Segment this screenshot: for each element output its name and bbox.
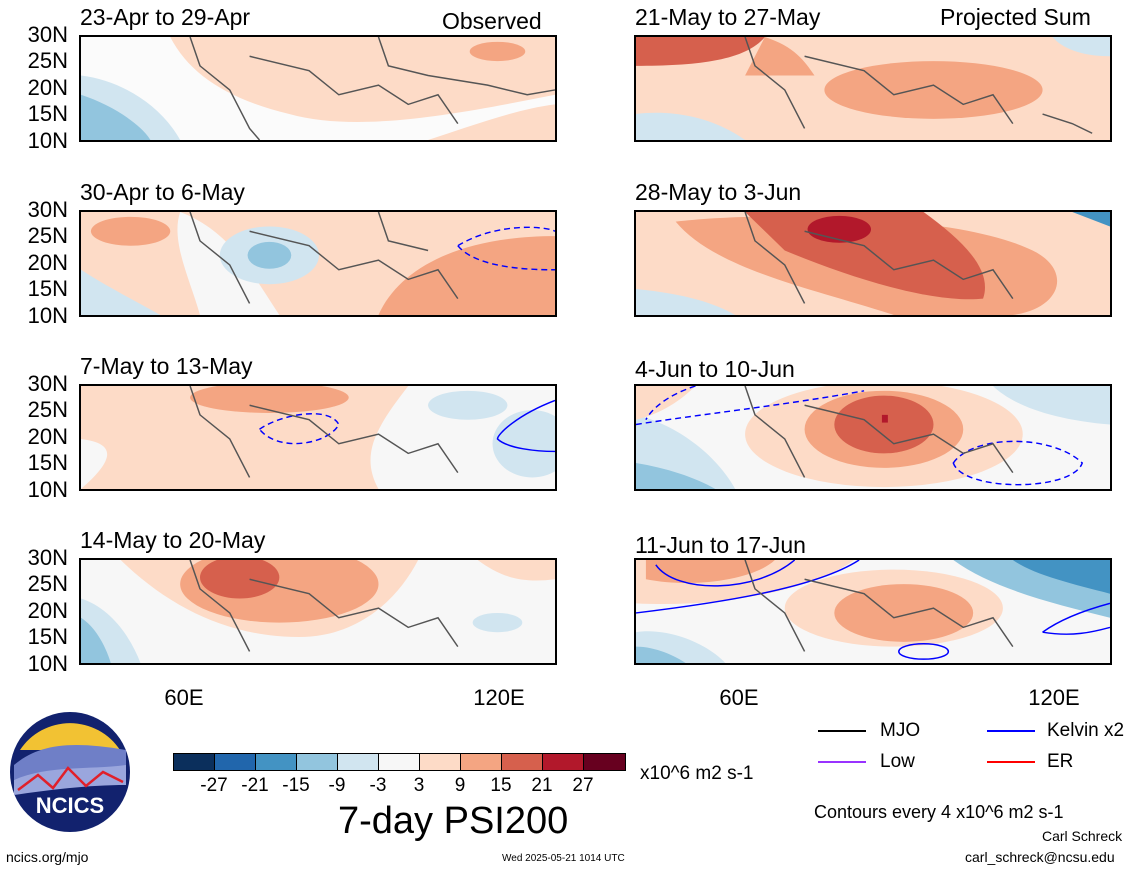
projected-sum-label: Projected Sum (940, 4, 1091, 30)
lat-label: 30N (27, 22, 68, 47)
legend-line-low (818, 761, 866, 763)
lat-label: 10N (27, 477, 68, 502)
lat-label: 10N (27, 303, 68, 328)
colorbar-tick-label: -21 (241, 775, 269, 796)
lat-label: 25N (27, 571, 68, 596)
lat-label: 15N (27, 450, 68, 475)
lat-label: 30N (27, 197, 68, 222)
colorbar-tick-label: -9 (328, 775, 346, 796)
footer-email[interactable]: carl_schreck@ncsu.edu (965, 849, 1115, 865)
lat-label: 25N (27, 48, 68, 73)
lat-label: 10N (27, 128, 68, 153)
colorbar-swatch (255, 753, 297, 771)
legend-line-er (987, 761, 1035, 763)
colorbar-tick-label: -27 (200, 775, 228, 796)
colorbar-swatch (337, 753, 379, 771)
footer-url[interactable]: ncics.org/mjo (6, 849, 89, 865)
lat-label: 20N (27, 598, 68, 623)
legend-label: ER (1047, 751, 1074, 772)
ncics-logo: NCICS (8, 710, 132, 834)
lon-label: 60E (164, 685, 204, 710)
colorbar-tick-label: 27 (572, 775, 594, 796)
lat-label: 15N (27, 101, 68, 126)
colorbar-swatch (214, 753, 256, 771)
map-panel-proj1 (634, 35, 1112, 142)
colorbar-swatch (542, 753, 584, 771)
map-panel-obs2 (79, 210, 557, 317)
panel-title: 28-May to 3-Jun (635, 179, 802, 205)
colorbar-tick-label: -15 (282, 775, 310, 796)
colorbar-tick-label: 21 (531, 775, 553, 796)
legend-line-mjo (818, 730, 866, 732)
lat-label: 15N (27, 624, 68, 649)
map-panel-obs3 (79, 384, 557, 491)
panel-title: 7-May to 13-May (80, 353, 253, 379)
colorbar-swatch (173, 753, 215, 771)
map-panel-proj3 (634, 384, 1112, 491)
lat-label: 30N (27, 371, 68, 396)
panel-title: 11-Jun to 17-Jun (635, 532, 806, 558)
lat-label: 25N (27, 397, 68, 422)
panel-title: 4-Jun to 10-Jun (635, 356, 795, 382)
lat-label: 30N (27, 545, 68, 570)
contour-note: Contours every 4 x10^6 m2 s-1 (814, 802, 1064, 822)
lat-label: 20N (27, 75, 68, 100)
colorbar-swatch (501, 753, 543, 771)
legend-label: Low (880, 751, 915, 772)
colorbar-swatch (296, 753, 338, 771)
colorbar-tick-label: 15 (490, 775, 512, 796)
panel-title: 21-May to 27-May (635, 4, 821, 30)
colorbar-units: x10^6 m2 s-1 (640, 763, 754, 784)
map-panel-proj2 (634, 210, 1112, 317)
map-panel-obs1 (79, 35, 557, 142)
colorbar-tick-label: 3 (413, 775, 425, 796)
lat-label: 25N (27, 223, 68, 248)
panel-title: 14-May to 20-May (80, 527, 266, 553)
lat-label: 15N (27, 276, 68, 301)
colorbar-tick-label: -3 (369, 775, 387, 796)
colorbar-swatch (460, 753, 502, 771)
panel-title: 23-Apr to 29-Apr (80, 4, 251, 30)
lat-label: 20N (27, 424, 68, 449)
lat-label: 10N (27, 651, 68, 676)
panel-title: 30-Apr to 6-May (80, 179, 245, 205)
map-panel-obs4 (79, 558, 557, 665)
observed-label: Observed (442, 8, 542, 34)
colorbar-swatch (583, 753, 626, 771)
logo-text: NCICS (36, 793, 104, 818)
legend-line-kelvin (987, 730, 1035, 732)
map-panel-proj4 (634, 558, 1112, 665)
lon-label: 60E (719, 685, 759, 710)
colorbar-swatch (378, 753, 420, 771)
main-title: 7-day PSI200 (338, 800, 569, 842)
legend-label: Kelvin x2 (1047, 720, 1125, 741)
colorbar-tick-label: 9 (454, 775, 466, 796)
colorbar-swatch (419, 753, 461, 771)
lon-label: 120E (1028, 685, 1080, 710)
legend-label: MJO (880, 720, 921, 741)
lat-label: 20N (27, 250, 68, 275)
footer-author: Carl Schreck (1042, 828, 1123, 844)
footer-timestamp: Wed 2025-05-21 1014 UTC (502, 853, 625, 864)
lon-label: 120E (473, 685, 525, 710)
